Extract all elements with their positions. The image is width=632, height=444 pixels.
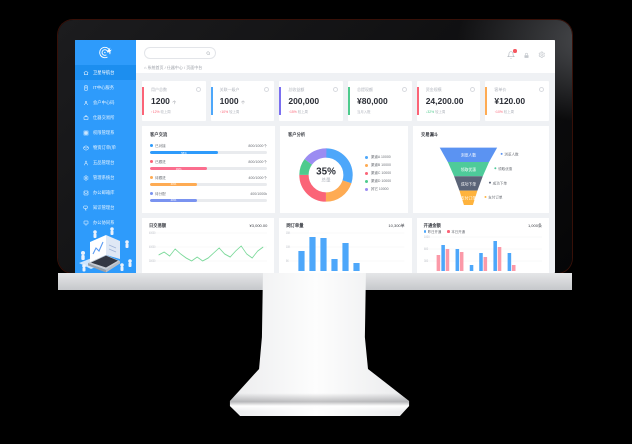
svg-text:35%: 35% — [316, 166, 336, 177]
svg-text:40000: 40000 — [149, 245, 156, 250]
svg-text:浏览人数: 浏览人数 — [504, 152, 519, 157]
svg-text:30000: 30000 — [149, 259, 156, 264]
svg-text:支付订单: 支付订单 — [488, 195, 503, 200]
svg-text:成功下单: 成功下单 — [493, 180, 508, 185]
svg-text:300: 300 — [424, 259, 429, 263]
svg-text:浏览人数: 浏览人数 — [461, 153, 477, 158]
svg-text:5K: 5K — [286, 259, 289, 264]
svg-text:600: 600 — [424, 247, 429, 251]
svg-text:1000: 1000 — [424, 235, 430, 239]
svg-text:支付订单: 支付订单 — [461, 196, 477, 201]
svg-text:领取优惠: 领取优惠 — [461, 167, 477, 172]
svg-text:40000: 40000 — [149, 231, 156, 235]
svg-text:15K: 15K — [286, 231, 290, 235]
svg-text:总量: 总量 — [321, 176, 331, 183]
svg-text:成功下单: 成功下单 — [461, 181, 477, 186]
svg-text:10K: 10K — [286, 245, 290, 250]
svg-text:领取优惠: 领取优惠 — [498, 166, 513, 171]
